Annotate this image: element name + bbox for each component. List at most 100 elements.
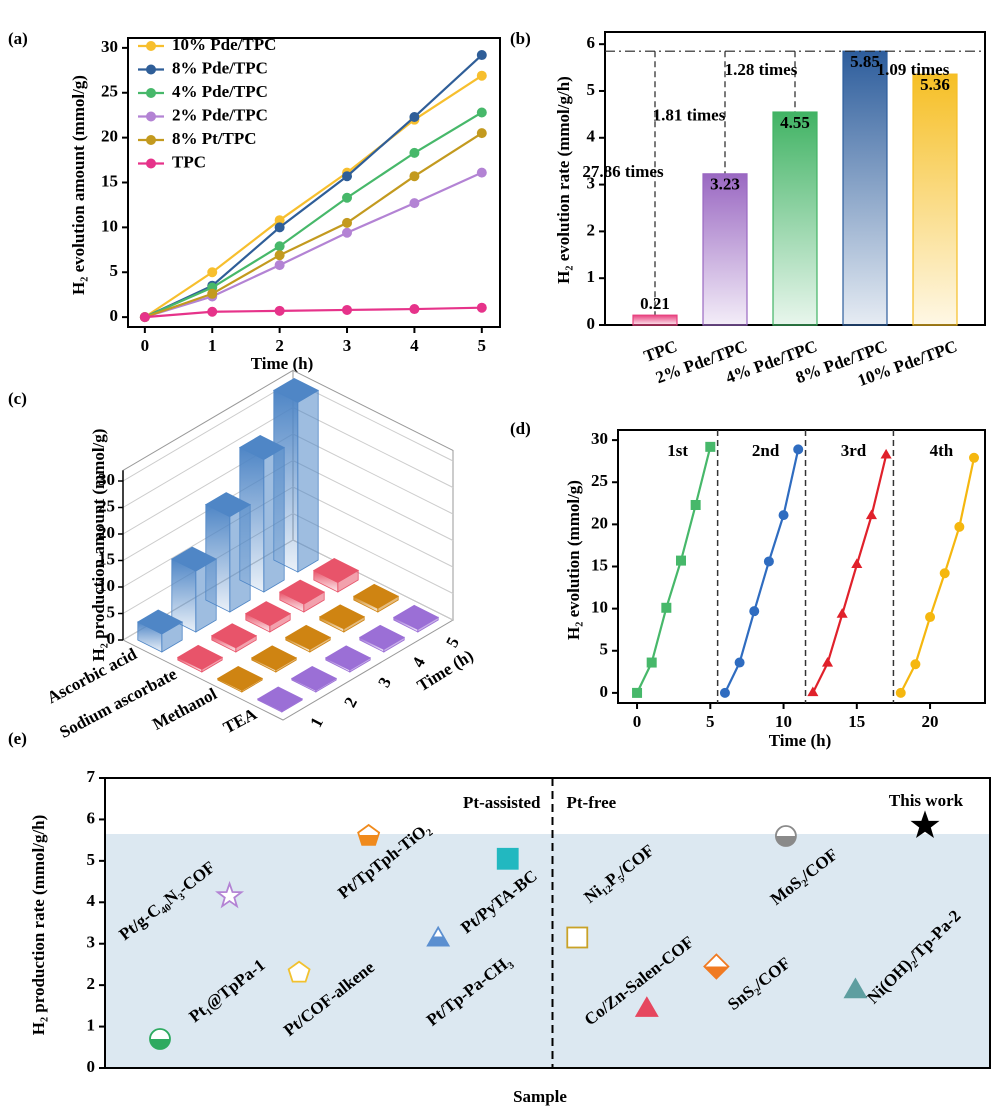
data-point bbox=[675, 555, 686, 566]
series-label: 4th bbox=[930, 441, 954, 460]
x-tick-label: 3 bbox=[343, 336, 352, 355]
y-tick-label: 7 bbox=[87, 767, 96, 786]
data-point bbox=[476, 50, 487, 61]
x-tick-label: 0 bbox=[141, 336, 150, 355]
bar-3d bbox=[318, 604, 366, 633]
x-tick-label: 1 bbox=[306, 714, 327, 730]
data-point bbox=[910, 810, 940, 838]
data-point bbox=[895, 687, 906, 698]
bar-top bbox=[324, 645, 372, 671]
value-label: 5.36 bbox=[920, 75, 950, 94]
data-point bbox=[775, 825, 797, 847]
data-point bbox=[910, 659, 921, 670]
series-line bbox=[899, 457, 976, 694]
x-tick-label: 5 bbox=[478, 336, 487, 355]
legend-marker bbox=[146, 41, 156, 51]
bar-3d bbox=[256, 686, 304, 713]
legend-label: TPC bbox=[172, 152, 206, 171]
x-tick-label: 2 bbox=[340, 694, 361, 710]
y-tick-label: 4 bbox=[87, 891, 96, 910]
data-point bbox=[793, 444, 804, 455]
y-tick-label: 2 bbox=[587, 220, 596, 239]
bar-3d bbox=[176, 644, 224, 673]
z-tick-label: 30 bbox=[98, 470, 115, 489]
data-point bbox=[807, 686, 819, 697]
bar-top bbox=[312, 558, 360, 583]
data-point bbox=[703, 953, 730, 980]
y-tick-label: 10 bbox=[101, 216, 118, 235]
data-point bbox=[763, 556, 774, 567]
data-point bbox=[734, 657, 745, 668]
data-point bbox=[496, 847, 519, 870]
y-tick-label: 3 bbox=[587, 173, 596, 192]
bar-3d bbox=[244, 601, 292, 633]
y-tick-label: 1 bbox=[587, 267, 596, 286]
data-point bbox=[215, 880, 245, 909]
bar-top bbox=[204, 492, 252, 518]
bar bbox=[912, 73, 958, 326]
data-point bbox=[476, 70, 487, 81]
panel-label: (b) bbox=[510, 29, 531, 48]
x-tick-label: 4 bbox=[410, 336, 419, 355]
bar-top bbox=[278, 579, 326, 605]
data-point bbox=[207, 306, 218, 317]
panel-label: (d) bbox=[510, 419, 531, 438]
annotation: 27.86 times bbox=[582, 162, 664, 181]
data-point bbox=[426, 925, 451, 947]
z-tick-label: 20 bbox=[98, 523, 115, 542]
bar-top bbox=[392, 604, 440, 630]
y-tick-label: 0 bbox=[587, 314, 596, 333]
point-label: This work bbox=[889, 791, 964, 810]
bar-3d bbox=[352, 583, 400, 613]
y-tick-label: 15 bbox=[591, 555, 608, 574]
y-tick-label: 20 bbox=[591, 513, 608, 532]
plot-frame bbox=[104, 777, 991, 1069]
bar-3d bbox=[278, 579, 326, 613]
data-point bbox=[778, 510, 789, 521]
x-tick-label: 4 bbox=[408, 654, 429, 671]
bar-3d bbox=[238, 435, 286, 593]
y-axis-label: H₂ evolution rate (mmol/g/h) bbox=[554, 76, 573, 284]
data-point bbox=[843, 977, 868, 999]
bar-top bbox=[244, 601, 292, 627]
legend-marker bbox=[146, 158, 156, 169]
y-tick-label: 5 bbox=[587, 80, 596, 99]
value-label: 5.85 bbox=[850, 52, 880, 71]
y-tick-label: 6 bbox=[87, 808, 96, 827]
y-tick-label: 0 bbox=[87, 1057, 96, 1076]
bar-top bbox=[358, 624, 406, 650]
y-tick-label: 0 bbox=[110, 306, 119, 325]
y-axis-label: H₂ production rate (mmol/g/h) bbox=[29, 815, 48, 1036]
plot-frame bbox=[617, 429, 986, 704]
data-point bbox=[342, 227, 353, 238]
bar-3d bbox=[392, 604, 440, 633]
data-point bbox=[880, 448, 892, 459]
series-label: 3rd bbox=[841, 441, 867, 460]
bar-face bbox=[297, 389, 319, 573]
bar-top bbox=[210, 623, 258, 649]
legend-marker bbox=[146, 111, 156, 122]
x-axis-label: Time (h) bbox=[251, 354, 314, 373]
bar-top bbox=[216, 665, 264, 691]
bar-top bbox=[136, 609, 184, 635]
bar-top bbox=[352, 583, 400, 609]
legend-marker bbox=[146, 88, 156, 98]
y-tick-label: 20 bbox=[101, 127, 118, 146]
data-point bbox=[821, 656, 834, 667]
data-point bbox=[409, 147, 420, 158]
data-point bbox=[690, 499, 701, 510]
data-point bbox=[851, 558, 863, 569]
bar-face bbox=[263, 446, 285, 593]
bar bbox=[702, 173, 748, 326]
bar-top bbox=[272, 377, 320, 403]
y-tick-label: 0 bbox=[600, 682, 609, 701]
z-axis-label: H₂ production amount (mmol/g) bbox=[89, 429, 108, 662]
x-axis-label: Time (h) bbox=[769, 731, 832, 750]
data-point bbox=[646, 657, 657, 668]
bar-3d bbox=[284, 624, 332, 653]
bar-face bbox=[195, 558, 217, 633]
data-point bbox=[409, 111, 420, 122]
series-label: 2nd bbox=[752, 441, 780, 460]
annotation: 1.28 times bbox=[725, 60, 798, 79]
